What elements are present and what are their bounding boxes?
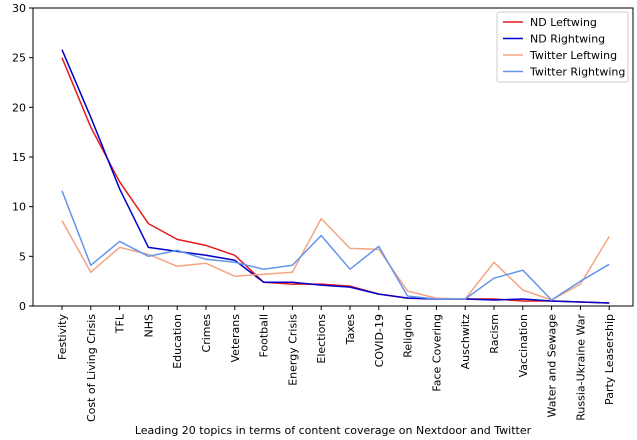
x-tick-label: Energy Crisis <box>286 314 299 386</box>
y-tick-label: 20 <box>12 101 26 114</box>
series-line-nd-leftwing <box>61 57 610 304</box>
x-tick-label: TFL <box>114 313 127 334</box>
x-tick-label: Cost of Living Crisis <box>85 314 98 422</box>
x-tick-label: Education <box>171 314 184 369</box>
x-tick-label: Water and Sewage <box>546 314 559 418</box>
y-tick-label: 5 <box>19 250 26 263</box>
legend-box <box>496 11 629 83</box>
x-tick-label: Party Leasership <box>603 314 616 405</box>
x-tick-label: Auschwitz <box>459 314 472 370</box>
x-tick-label: Elections <box>315 314 328 364</box>
x-tick-label: COVID-19 <box>373 314 386 367</box>
x-tick-label: Taxes <box>344 314 357 346</box>
x-axis-label: Leading 20 topics in terms of content co… <box>135 424 532 437</box>
legend-label-twitter-rightwing: Twitter Rightwing <box>529 66 625 79</box>
legend-label-twitter-leftwing: Twitter Leftwing <box>529 49 617 62</box>
y-tick-label: 25 <box>12 52 26 65</box>
series-line-nd-rightwing <box>61 49 610 304</box>
x-tick-label: Racism <box>488 314 501 354</box>
legend-label-nd-rightwing: ND Rightwing <box>530 33 605 46</box>
x-tick-label: NHS <box>142 314 155 338</box>
legend: ND Leftwing ND Rightwing Twitter Leftwing T… <box>496 11 629 83</box>
x-axis: Festivity Cost of Living Crisis TFL NHS Educ… <box>56 306 616 422</box>
y-tick-label: 15 <box>12 151 26 164</box>
y-axis: 0 5 10 15 20 25 30 <box>12 2 33 313</box>
x-tick-label: Religion <box>402 314 415 358</box>
x-tick-label: Vaccination <box>517 314 530 377</box>
x-tick-label: Football <box>258 314 271 358</box>
x-tick-label: Face Covering <box>430 314 443 392</box>
series-lines <box>61 49 610 304</box>
x-tick-label: Veterans <box>229 314 242 363</box>
x-tick-label: Festivity <box>56 314 69 360</box>
y-tick-label: 0 <box>19 300 26 313</box>
x-tick-label: Russia-Ukraine War <box>574 314 587 421</box>
y-tick-label: 30 <box>12 2 26 15</box>
y-tick-label: 10 <box>12 201 26 214</box>
series-line-twitter-leftwing <box>61 217 610 301</box>
x-tick-label: Crimes <box>200 314 213 353</box>
series-line-twitter-rightwing <box>61 190 610 301</box>
legend-label-nd-leftwing: ND Leftwing <box>530 16 597 29</box>
